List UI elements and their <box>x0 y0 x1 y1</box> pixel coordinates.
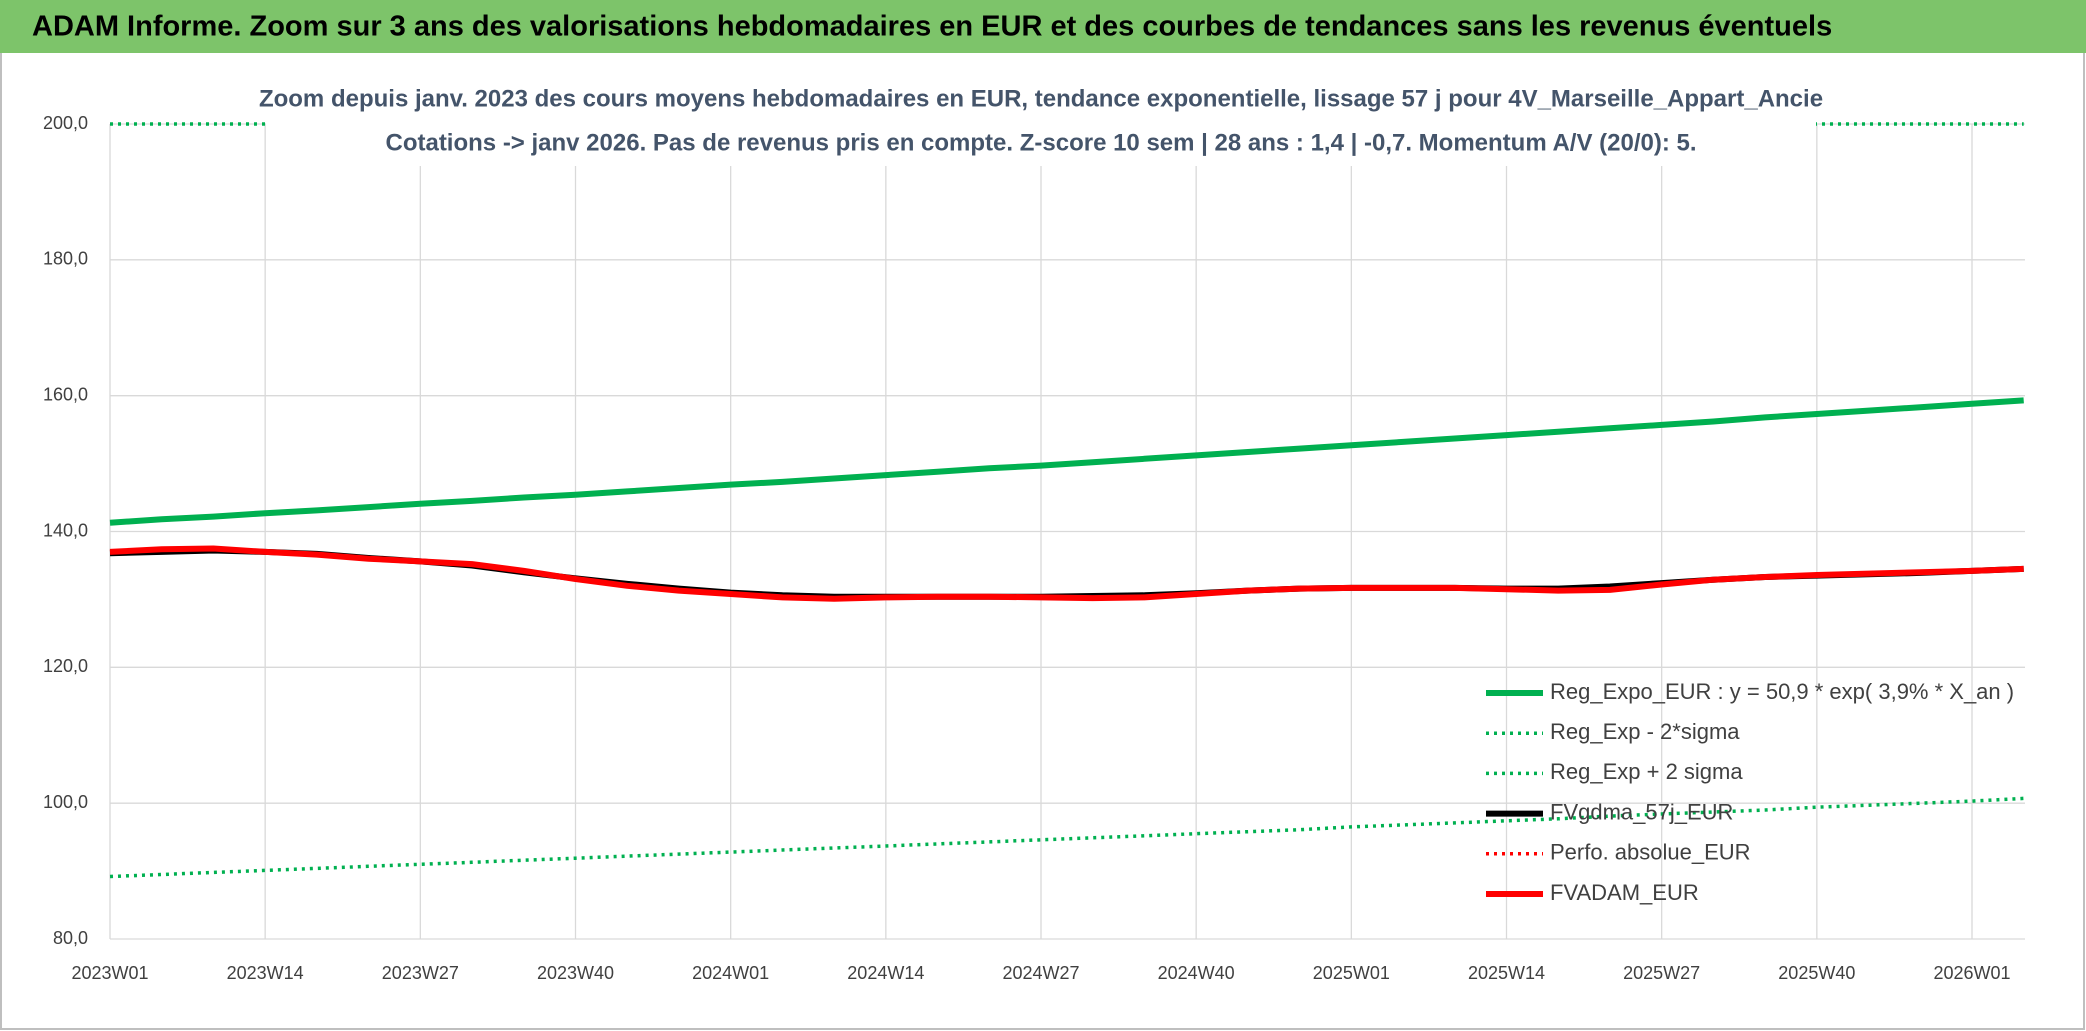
legend-label: Perfo. absolue_EUR <box>1550 840 1751 865</box>
legend-label: FVADAM_EUR <box>1550 880 1699 905</box>
x-tick-label: 2025W01 <box>1313 963 1390 983</box>
y-tick-label: 100,0 <box>43 792 88 812</box>
legend-label: Reg_Exp + 2 sigma <box>1550 759 1743 784</box>
header-bar <box>0 0 2086 53</box>
x-tick-label: 2025W27 <box>1623 963 1700 983</box>
x-tick-label: 2024W01 <box>692 963 769 983</box>
legend-label: Reg_Expo_EUR : y = 50,9 * exp( 3,9% * X_… <box>1550 679 2014 704</box>
x-tick-label: 2025W14 <box>1468 963 1545 983</box>
y-tick-label: 160,0 <box>43 384 88 404</box>
x-tick-label: 2026W01 <box>1933 963 2010 983</box>
y-tick-label: 200,0 <box>43 113 88 133</box>
series-line <box>109 545 2024 602</box>
x-tick-label: 2023W27 <box>382 963 459 983</box>
x-tick-label: 2023W40 <box>537 963 614 983</box>
y-tick-label: 140,0 <box>43 520 88 540</box>
legend-label: FVgdma_57j_EUR <box>1550 799 1733 824</box>
x-tick-label: 2023W14 <box>227 963 304 983</box>
x-tick-label: 2024W14 <box>847 963 924 983</box>
x-tick-label: 2024W40 <box>1158 963 1235 983</box>
x-tick-label: 2024W27 <box>1002 963 1079 983</box>
y-tick-label: 180,0 <box>43 249 88 269</box>
series-line <box>109 397 2024 526</box>
legend-label: Reg_Exp - 2*sigma <box>1550 719 1740 744</box>
overlay: Zoom depuis janv. 2023 des cours moyens … <box>259 78 1823 166</box>
x-tick-label: 2025W40 <box>1778 963 1855 983</box>
y-tick-label: 80,0 <box>53 928 88 948</box>
title-background <box>266 78 1816 166</box>
legend: Reg_Expo_EUR : y = 50,9 * exp( 3,9% * X_… <box>1486 679 2014 905</box>
chart-subtitle: Cotations -> janv 2026. Pas de revenus p… <box>385 129 1696 156</box>
chart-title: Zoom depuis janv. 2023 des cours moyens … <box>259 85 1823 112</box>
header-title: ADAM Informe. Zoom sur 3 ans des valoris… <box>32 11 1832 43</box>
y-tick-label: 120,0 <box>43 656 88 676</box>
x-tick-label: 2023W01 <box>71 963 148 983</box>
